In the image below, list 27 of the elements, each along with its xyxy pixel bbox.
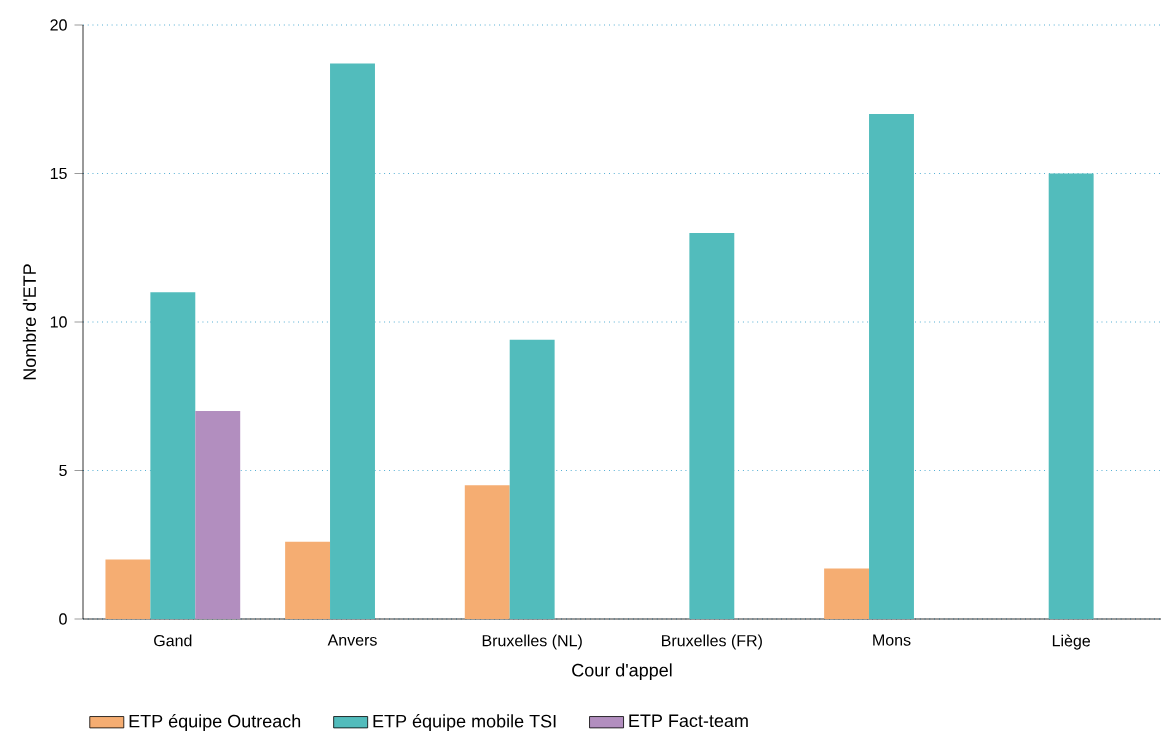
legend-label: ETP équipe Outreach xyxy=(129,714,301,732)
x-tick-label: Gand xyxy=(154,634,192,647)
bar xyxy=(824,568,870,619)
bar xyxy=(1048,173,1094,619)
bar xyxy=(105,559,151,619)
legend-label: ETP Fact-team xyxy=(629,714,748,728)
y-tick-label: 5 xyxy=(59,464,67,477)
x-axis-title: Cour d'appel xyxy=(572,663,672,681)
bar xyxy=(464,485,510,619)
y-tick-label: 15 xyxy=(50,167,67,180)
x-tick-label: Bruxelles (NL) xyxy=(482,634,582,650)
y-tick-label: 0 xyxy=(59,613,67,625)
bar xyxy=(150,292,196,619)
y-axis-title: Nombre d'ETP xyxy=(22,264,36,380)
legend-label: ETP équipe mobile TSI xyxy=(373,714,556,732)
x-tick-label: Mons xyxy=(873,634,911,646)
bar xyxy=(330,63,375,619)
x-tick-label: Anvers xyxy=(327,634,377,646)
x-tick-label: Bruxelles (FR) xyxy=(662,634,762,650)
y-tick-label: 10 xyxy=(50,316,67,328)
bar xyxy=(869,114,914,619)
y-tick-label: 20 xyxy=(50,19,67,31)
bar xyxy=(689,232,735,619)
x-tick-label: Liège xyxy=(1052,634,1091,650)
bar xyxy=(285,541,331,619)
bar xyxy=(195,411,241,619)
bar xyxy=(509,339,555,619)
